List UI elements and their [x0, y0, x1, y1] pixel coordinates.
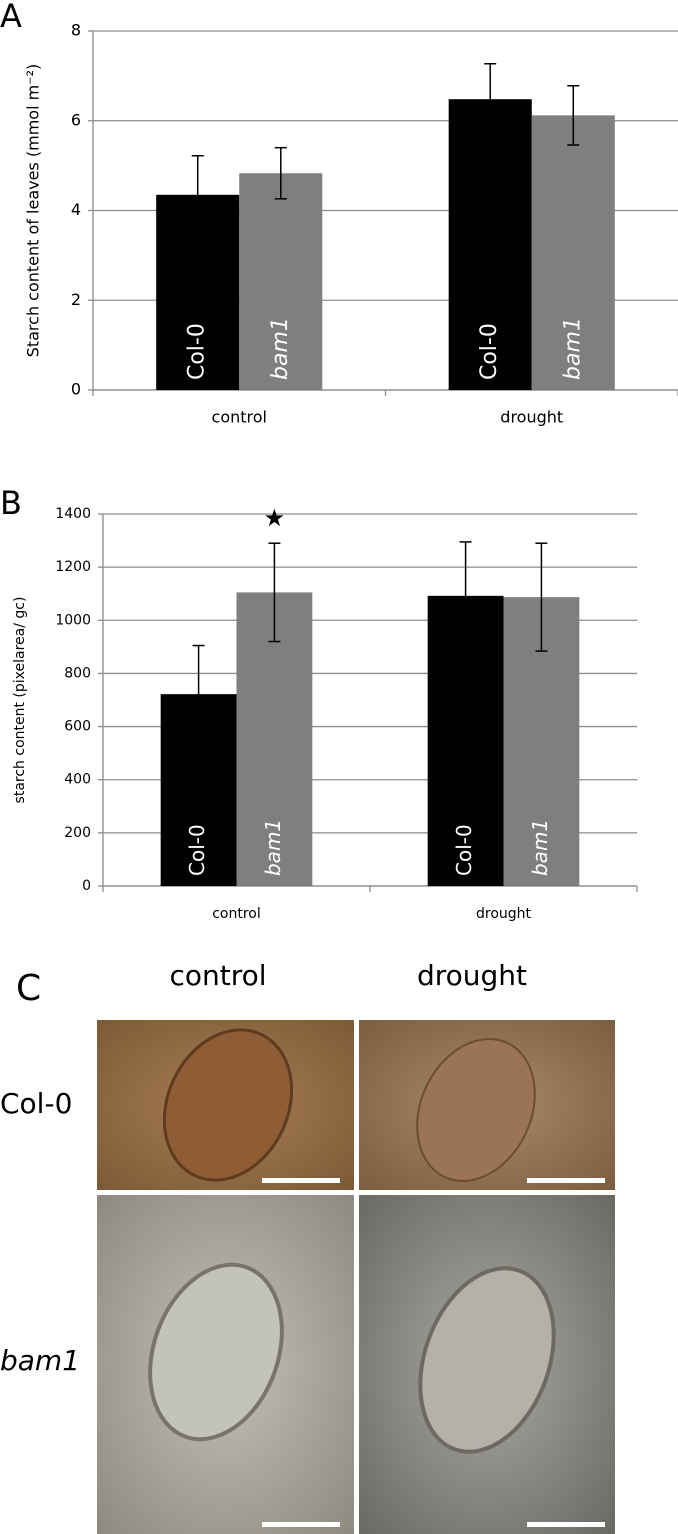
panel-letter: A: [0, 0, 22, 35]
column-label: control: [169, 959, 266, 992]
bar-label: bam1: [268, 317, 293, 380]
scale-bar: [262, 1178, 340, 1183]
y-tick-label: 4: [71, 200, 81, 219]
x-tick-label: control: [212, 408, 267, 427]
bar-label: Col-0: [477, 323, 502, 380]
significance-marker: ★: [264, 504, 286, 532]
bar-label: bam1: [560, 317, 585, 380]
y-tick-label: 0: [82, 878, 91, 894]
scale-bar: [527, 1522, 605, 1527]
y-tick-label: 1400: [55, 506, 91, 522]
stoma: [148, 1262, 284, 1442]
bar-label: bam1: [528, 819, 552, 876]
bar-label: bam1: [261, 819, 285, 876]
column-label: drought: [417, 959, 527, 992]
row-label: bam1: [0, 1344, 80, 1377]
x-tick-label: drought: [500, 408, 563, 427]
scale-bar: [262, 1522, 340, 1527]
row-label: Col-0: [0, 1087, 72, 1120]
stoma: [418, 1266, 556, 1454]
y-tick-label: 400: [64, 772, 91, 788]
stoma: [416, 1038, 536, 1182]
panel-letter: B: [0, 484, 22, 522]
scale-bar: [527, 1178, 605, 1183]
stoma: [162, 1028, 294, 1182]
y-tick-label: 6: [71, 110, 81, 129]
bar-label: Col-0: [185, 824, 209, 876]
y-tick-label: 2: [71, 290, 81, 309]
y-tick-label: 600: [64, 719, 91, 735]
y-axis-title: starch content (pixelarea/ gc): [12, 597, 28, 804]
bar-label: Col-0: [452, 824, 476, 876]
bar-label: Col-0: [185, 323, 210, 380]
micrographs: [97, 1020, 615, 1534]
bar: [531, 115, 615, 391]
y-tick-label: 1000: [55, 612, 91, 628]
bar: [448, 99, 532, 391]
x-tick-label: drought: [476, 906, 532, 922]
y-tick-label: 200: [64, 825, 91, 841]
y-tick-label: 1200: [55, 559, 91, 575]
x-tick-label: control: [212, 906, 261, 922]
y-tick-label: 8: [71, 21, 81, 40]
y-tick-label: 0: [71, 380, 81, 399]
bar: [239, 173, 323, 390]
panel-letter: C: [16, 968, 41, 1009]
y-tick-label: 800: [64, 665, 91, 681]
y-axis-title: Starch content of leaves (mmol m⁻²): [24, 64, 43, 358]
